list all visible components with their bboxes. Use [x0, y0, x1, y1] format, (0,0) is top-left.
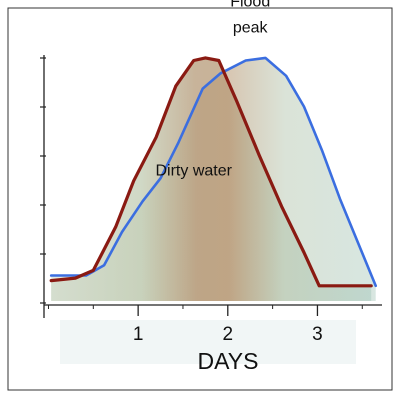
- label-band: [60, 320, 356, 364]
- series-2-area: [51, 57, 376, 302]
- x-tick-label: 3: [312, 324, 323, 345]
- x-tick-label: 2: [223, 324, 234, 345]
- series-2-line: [49, 56, 378, 288]
- series-1-line: [49, 56, 373, 288]
- annotation-label: Flood: [230, 0, 270, 11]
- x-axis-label: DAYS: [198, 348, 259, 374]
- annotation-label: Dirty water: [155, 163, 232, 180]
- x-tick-label: 1: [133, 324, 144, 345]
- annotation-label: peak: [233, 19, 269, 36]
